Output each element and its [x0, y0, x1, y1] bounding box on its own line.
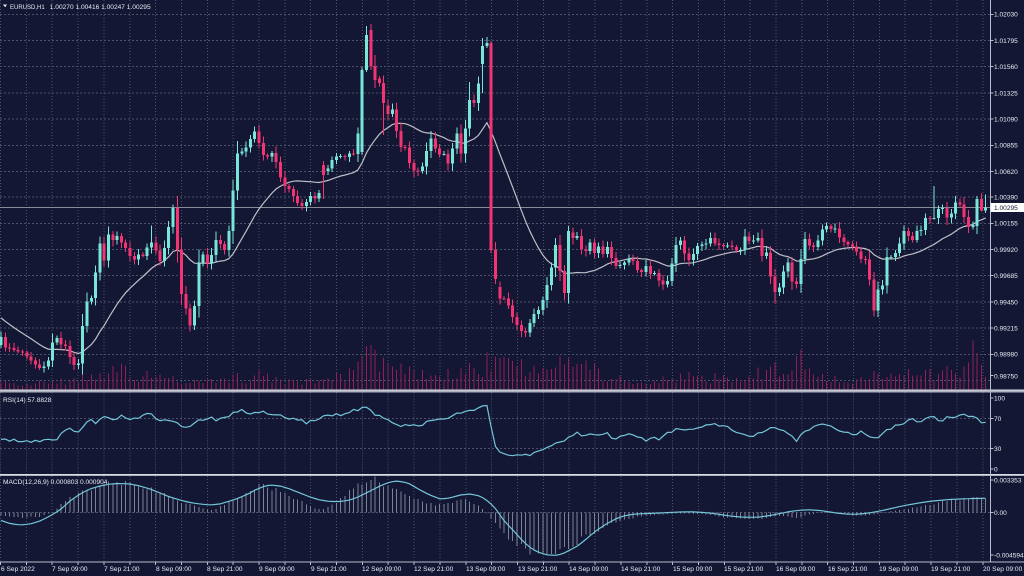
svg-text:0: 0 [994, 466, 998, 473]
svg-text:7 Sep 09:00: 7 Sep 09:00 [52, 566, 88, 573]
svg-text:1.01560: 1.01560 [994, 64, 1018, 71]
svg-text:15 Sep 21:00: 15 Sep 21:00 [724, 566, 764, 573]
svg-text:8 Sep 21:00: 8 Sep 21:00 [207, 566, 243, 573]
svg-text:0.98980: 0.98980 [994, 352, 1018, 359]
svg-text:1.02030: 1.02030 [994, 12, 1018, 19]
svg-text:1.00620: 1.00620 [994, 169, 1018, 176]
svg-text:0.99450: 0.99450 [994, 299, 1018, 306]
svg-text:13 Sep 09:00: 13 Sep 09:00 [466, 566, 506, 573]
svg-text:14 Sep 09:00: 14 Sep 09:00 [569, 566, 609, 573]
svg-text:30: 30 [994, 446, 1002, 453]
svg-text:1.00390: 1.00390 [994, 195, 1018, 202]
svg-text:0.003353: 0.003353 [994, 478, 1022, 485]
svg-text:100: 100 [994, 396, 1005, 403]
svg-text:19 Sep 21:00: 19 Sep 21:00 [931, 566, 971, 573]
svg-text:16 Sep 09:00: 16 Sep 09:00 [776, 566, 816, 573]
svg-text:9 Sep 09:00: 9 Sep 09:00 [259, 566, 295, 573]
svg-text:8 Sep 09:00: 8 Sep 09:00 [156, 566, 192, 573]
svg-text:1.01090: 1.01090 [994, 117, 1018, 124]
svg-text:14 Sep 21:00: 14 Sep 21:00 [621, 566, 661, 573]
svg-text:6 Sep 2022: 6 Sep 2022 [1, 566, 35, 573]
svg-text:16 Sep 21:00: 16 Sep 21:00 [828, 566, 868, 573]
svg-text:15 Sep 09:00: 15 Sep 09:00 [673, 566, 713, 573]
svg-text:12 Sep 09:00: 12 Sep 09:00 [362, 566, 402, 573]
svg-text:1.01795: 1.01795 [994, 38, 1018, 45]
svg-text:19 Sep 09:00: 19 Sep 09:00 [879, 566, 919, 573]
svg-text:EURUSD,H1: EURUSD,H1 [10, 5, 45, 11]
svg-text:13 Sep 21:00: 13 Sep 21:00 [518, 566, 558, 573]
svg-text:12 Sep 21:00: 12 Sep 21:00 [414, 566, 454, 573]
svg-text:7 Sep 21:00: 7 Sep 21:00 [104, 566, 140, 573]
svg-text:RSI(14) 57.8828: RSI(14) 57.8828 [3, 397, 52, 404]
svg-text:20 Sep 09:00: 20 Sep 09:00 [983, 566, 1023, 573]
svg-text:-0.004594: -0.004594 [994, 552, 1024, 559]
svg-text:0.99920: 0.99920 [994, 247, 1018, 254]
svg-text:70: 70 [994, 416, 1002, 423]
svg-text:1.00855: 1.00855 [994, 143, 1018, 150]
svg-text:9 Sep 21:00: 9 Sep 21:00 [311, 566, 347, 573]
svg-text:0.98750: 0.98750 [994, 373, 1018, 380]
svg-text:MACD(12,26,9) 0.000803 0.00090: MACD(12,26,9) 0.000803 0.000904 [3, 479, 108, 486]
svg-text:1.00270 1.00416 1.00247 1.0: 1.00270 1.00416 1.00247 1.00295 [50, 4, 151, 11]
svg-text:1.00295: 1.00295 [994, 205, 1018, 212]
svg-text:1.00155: 1.00155 [994, 221, 1018, 228]
svg-text:0.99685: 0.99685 [994, 273, 1018, 280]
svg-text:0.99215: 0.99215 [994, 326, 1018, 333]
svg-text:0.00: 0.00 [994, 510, 1007, 517]
svg-text:1.01325: 1.01325 [994, 90, 1018, 97]
